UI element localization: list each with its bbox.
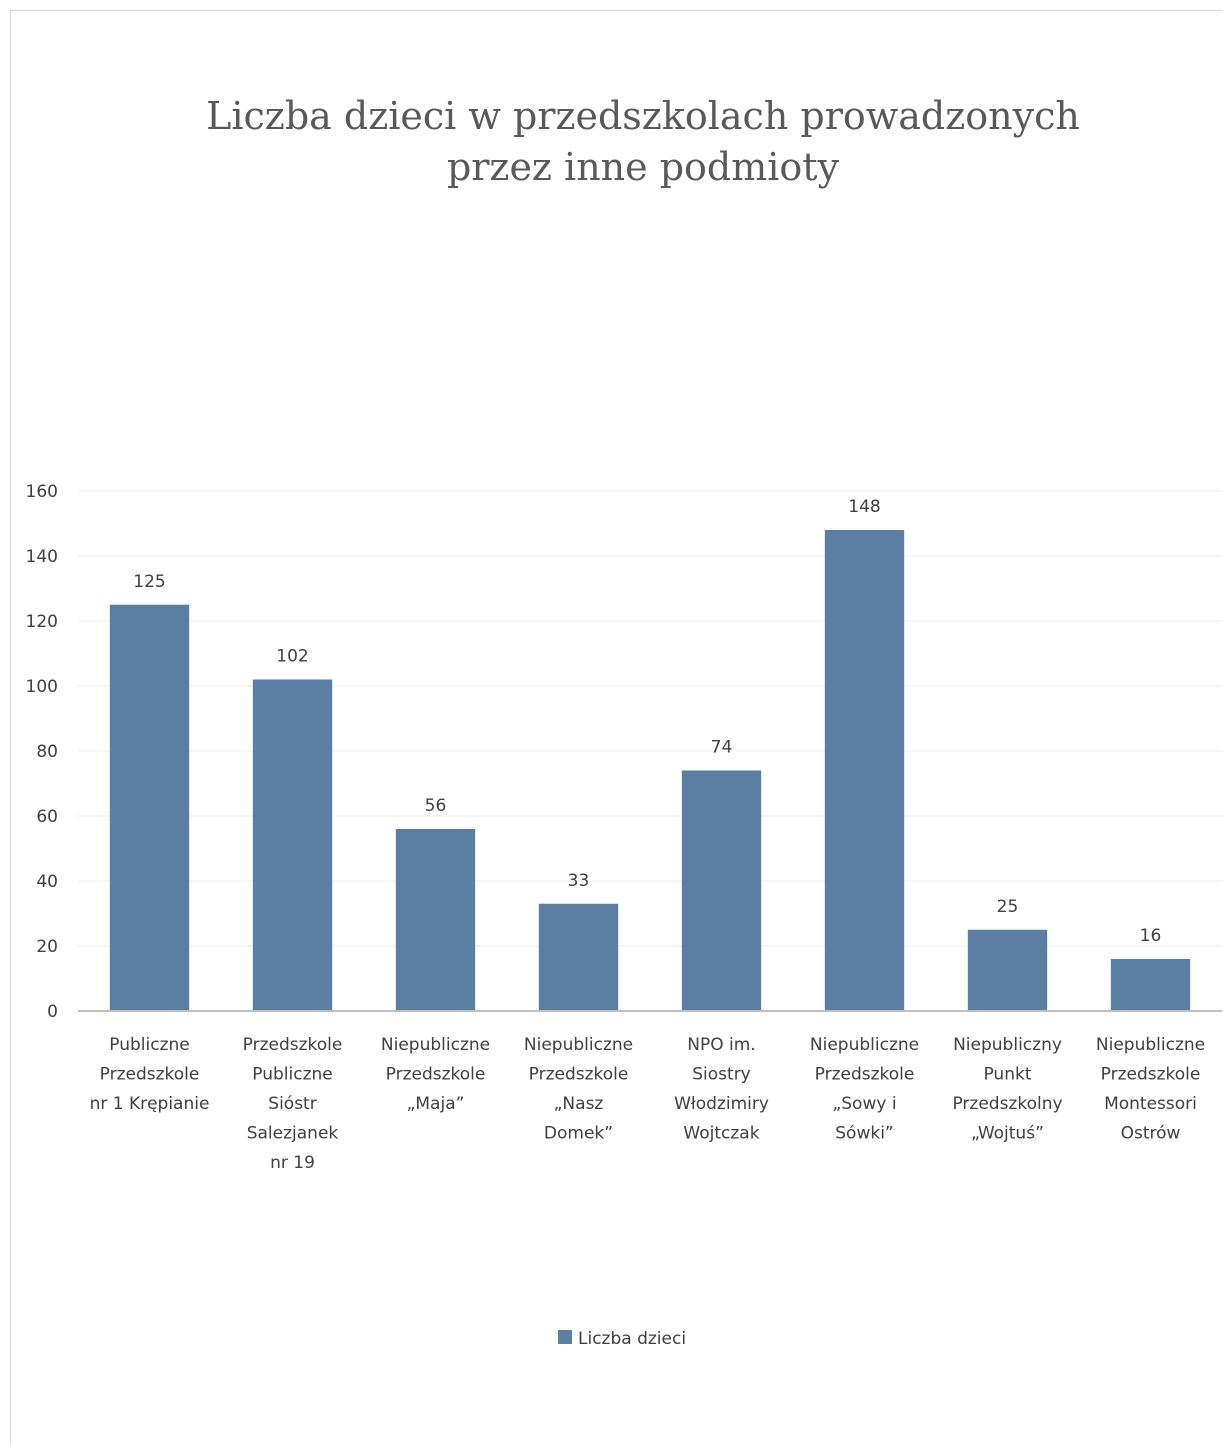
y-tick-label: 160 [26,482,58,502]
category-label-line: Siostry [692,1065,751,1085]
chart-title-line: przez inne podmioty [447,145,840,189]
category-label-line: Punkt [983,1065,1031,1085]
bar [824,530,905,1011]
category-label-line: Salezjanek [247,1124,339,1144]
gridlines [78,490,1222,947]
category-label-line: Niepubliczny [953,1035,1062,1055]
category-label-line: NPO im. [687,1035,755,1055]
bar [1110,959,1191,1011]
data-label: 33 [568,871,590,891]
category-label-line: Przedszkole [529,1065,629,1085]
category-label-line: Niepubliczne [1096,1035,1205,1055]
category-label-line: nr 19 [270,1153,315,1173]
category-label-line: Przedszkolny [952,1094,1062,1114]
data-label: 125 [133,572,165,592]
category-label-line: „Nasz [554,1094,604,1114]
category-label-line: Sióstr [268,1094,316,1114]
category-label-line: Domek” [544,1124,613,1144]
category-label: Niepubliczne Przedszkole „Maja” [381,1035,490,1114]
category-label-line: Przedszkole [1101,1065,1201,1085]
category-label-line: Włodzimiry [674,1094,769,1114]
category-label-line: „Sowy i [832,1094,896,1114]
category-label-line: „Maja” [407,1094,465,1114]
data-label: 102 [276,647,308,667]
category-label-line: Publiczne [109,1035,189,1055]
data-label: 56 [425,796,447,816]
category-label: Niepubliczne Przedszkole „Nasz Domek” [524,1035,633,1144]
legend-label: Liczba dzieci [578,1329,686,1349]
y-tick-label: 20 [36,937,58,957]
bar [395,829,476,1011]
legend: Liczba dzieci [558,1329,686,1349]
category-label-line: Przedszkole [100,1065,200,1085]
category-labels: Publiczne Przedszkole nr 1 Krępianie Przeds… [90,1035,1206,1173]
chart-title: Liczba dzieci w przedszkolach prowadzony… [206,94,1080,189]
data-label: 148 [848,497,880,517]
category-label-line: Niepubliczne [381,1035,490,1055]
category-label: NPO im. Siostry Włodzimiry Wojtczak [674,1035,769,1144]
category-label-line: Wojtczak [683,1124,759,1144]
bar [252,679,333,1011]
data-label: 25 [997,897,1019,917]
y-axis-ticks: 0 20 40 60 80 100 120 140 160 [26,482,58,1022]
y-tick-label: 0 [47,1002,58,1022]
y-tick-label: 80 [36,742,58,762]
legend-swatch [558,1330,572,1344]
chart-frame [10,10,1222,1444]
category-label-line: Przedszkole [386,1065,486,1085]
chart-title-line: Liczba dzieci w przedszkolach prowadzony… [206,94,1080,138]
category-label-line: Niepubliczne [524,1035,633,1055]
y-tick-label: 60 [36,807,58,827]
data-labels: 125 102 56 33 74 148 25 16 [133,497,1161,946]
category-label: Niepubliczny Punkt Przedszkolny „Wojtuś” [952,1035,1062,1144]
bar [109,604,190,1011]
data-label: 16 [1140,926,1162,946]
category-label: Niepubliczne Przedszkole Montessori Ostrów [1096,1035,1205,1144]
category-label-line: Publiczne [252,1065,332,1085]
bars [109,530,1191,1011]
category-label: Publiczne Przedszkole nr 1 Krępianie [90,1035,210,1114]
y-tick-label: 120 [26,612,58,632]
data-label: 74 [711,738,733,758]
bar [538,903,619,1011]
category-label-line: Ostrów [1121,1124,1181,1144]
category-label-line: Montessori [1104,1094,1197,1114]
category-label-line: Przedszkole [815,1065,915,1085]
bar [967,929,1048,1011]
category-label-line: Przedszkole [243,1035,343,1055]
category-label-line: „Wojtuś” [971,1124,1044,1144]
category-label: Przedszkole Publiczne Sióstr Salezjanek nr 1… [243,1035,343,1173]
category-label-line: Sówki” [835,1124,893,1144]
category-label-line: Niepubliczne [810,1035,919,1055]
y-tick-label: 100 [26,677,58,697]
y-tick-label: 140 [26,547,58,567]
y-tick-label: 40 [36,872,58,892]
bar [681,770,762,1011]
category-label-line: nr 1 Krępianie [90,1094,210,1114]
category-label: Niepubliczne Przedszkole „Sowy i Sówki” [810,1035,919,1144]
